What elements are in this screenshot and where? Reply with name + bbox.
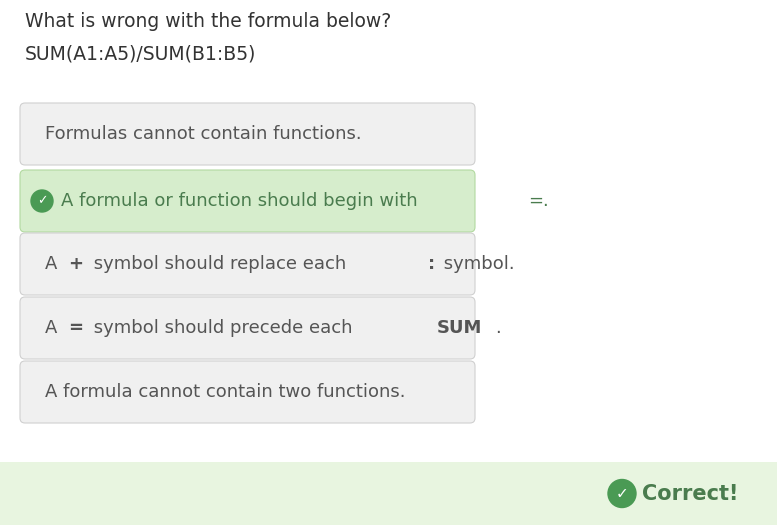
FancyBboxPatch shape — [20, 103, 475, 165]
Text: =: = — [68, 319, 83, 337]
FancyBboxPatch shape — [20, 361, 475, 423]
Text: .: . — [495, 319, 500, 337]
FancyBboxPatch shape — [20, 170, 475, 232]
Text: ✓: ✓ — [37, 194, 47, 207]
FancyBboxPatch shape — [20, 297, 475, 359]
Circle shape — [31, 190, 53, 212]
Text: SUM(A1:A5)/SUM(B1:B5): SUM(A1:A5)/SUM(B1:B5) — [25, 45, 256, 64]
Text: +: + — [68, 255, 83, 273]
Text: Correct!: Correct! — [642, 484, 738, 503]
Text: symbol should replace each: symbol should replace each — [88, 255, 352, 273]
Text: A formula cannot contain two functions.: A formula cannot contain two functions. — [45, 383, 406, 401]
Text: :: : — [428, 255, 436, 273]
Text: ✓: ✓ — [615, 486, 629, 501]
Text: SUM: SUM — [437, 319, 482, 337]
Text: What is wrong with the formula below?: What is wrong with the formula below? — [25, 12, 392, 31]
Text: A: A — [45, 319, 63, 337]
Text: symbol.: symbol. — [437, 255, 514, 273]
Text: =.: =. — [528, 192, 549, 210]
Text: A: A — [45, 255, 63, 273]
FancyBboxPatch shape — [20, 233, 475, 295]
Text: Formulas cannot contain functions.: Formulas cannot contain functions. — [45, 125, 361, 143]
Text: symbol should precede each: symbol should precede each — [88, 319, 358, 337]
FancyBboxPatch shape — [0, 462, 777, 525]
Text: A formula or function should begin with: A formula or function should begin with — [61, 192, 423, 210]
Circle shape — [608, 479, 636, 508]
